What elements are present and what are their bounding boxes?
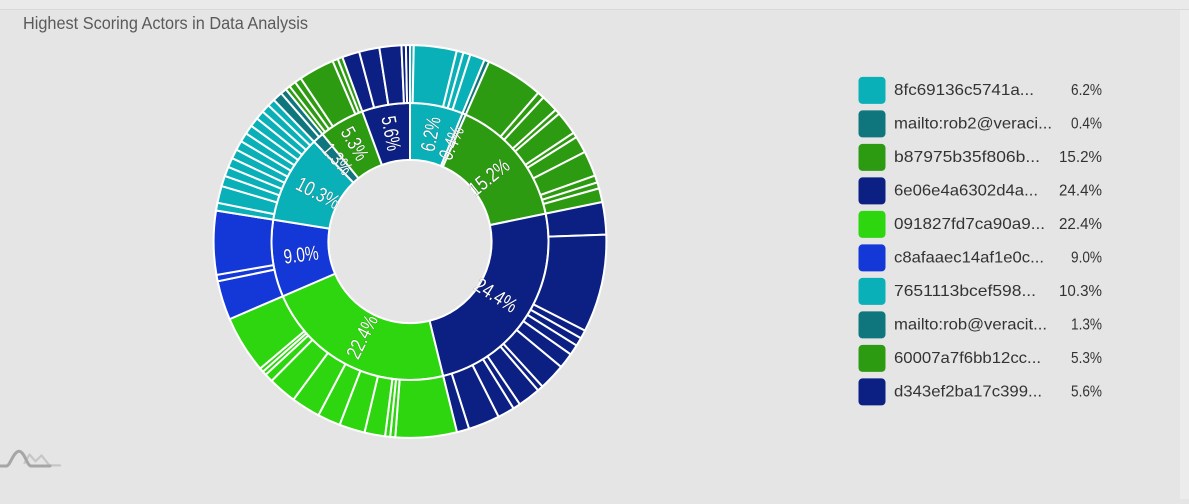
svg-text:24.4%: 24.4%: [1059, 182, 1102, 199]
svg-text:22.4%: 22.4%: [1059, 216, 1102, 233]
svg-text:7651113bcef598...: 7651113bcef598...: [894, 283, 1036, 300]
svg-text:5.6%: 5.6%: [376, 114, 405, 152]
svg-text:1.3%: 1.3%: [1071, 316, 1102, 333]
svg-text:6e06e4a6302d4a...: 6e06e4a6302d4a...: [894, 182, 1038, 199]
svg-text:6.2%: 6.2%: [1071, 82, 1102, 99]
svg-text:d343ef2ba17c399...: d343ef2ba17c399...: [894, 383, 1042, 400]
svg-text:Highest Scoring Actors in Data: Highest Scoring Actors in Data Analysis: [23, 13, 308, 33]
svg-text:5.3%: 5.3%: [1071, 350, 1102, 367]
svg-text:c8afaaec14af1e0c...: c8afaaec14af1e0c...: [894, 249, 1044, 266]
svg-text:091827fd7ca90a9...: 091827fd7ca90a9...: [894, 216, 1045, 233]
svg-text:9.0%: 9.0%: [282, 242, 320, 269]
svg-text:0.4%: 0.4%: [1071, 115, 1102, 132]
svg-text:mailto:rob2@veraci...: mailto:rob2@veraci...: [894, 115, 1052, 132]
svg-text:8fc69136c5741a...: 8fc69136c5741a...: [894, 82, 1034, 99]
svg-text:15.2%: 15.2%: [1059, 149, 1102, 166]
svg-text:b87975b35f806b...: b87975b35f806b...: [894, 149, 1040, 166]
svg-text:mailto:rob@veracit...: mailto:rob@veracit...: [894, 316, 1047, 333]
svg-text:9.0%: 9.0%: [1071, 249, 1102, 266]
svg-text:5.6%: 5.6%: [1071, 383, 1102, 400]
svg-text:60007a7f6bb12cc...: 60007a7f6bb12cc...: [894, 350, 1041, 367]
svg-text:10.3%: 10.3%: [1059, 283, 1102, 300]
